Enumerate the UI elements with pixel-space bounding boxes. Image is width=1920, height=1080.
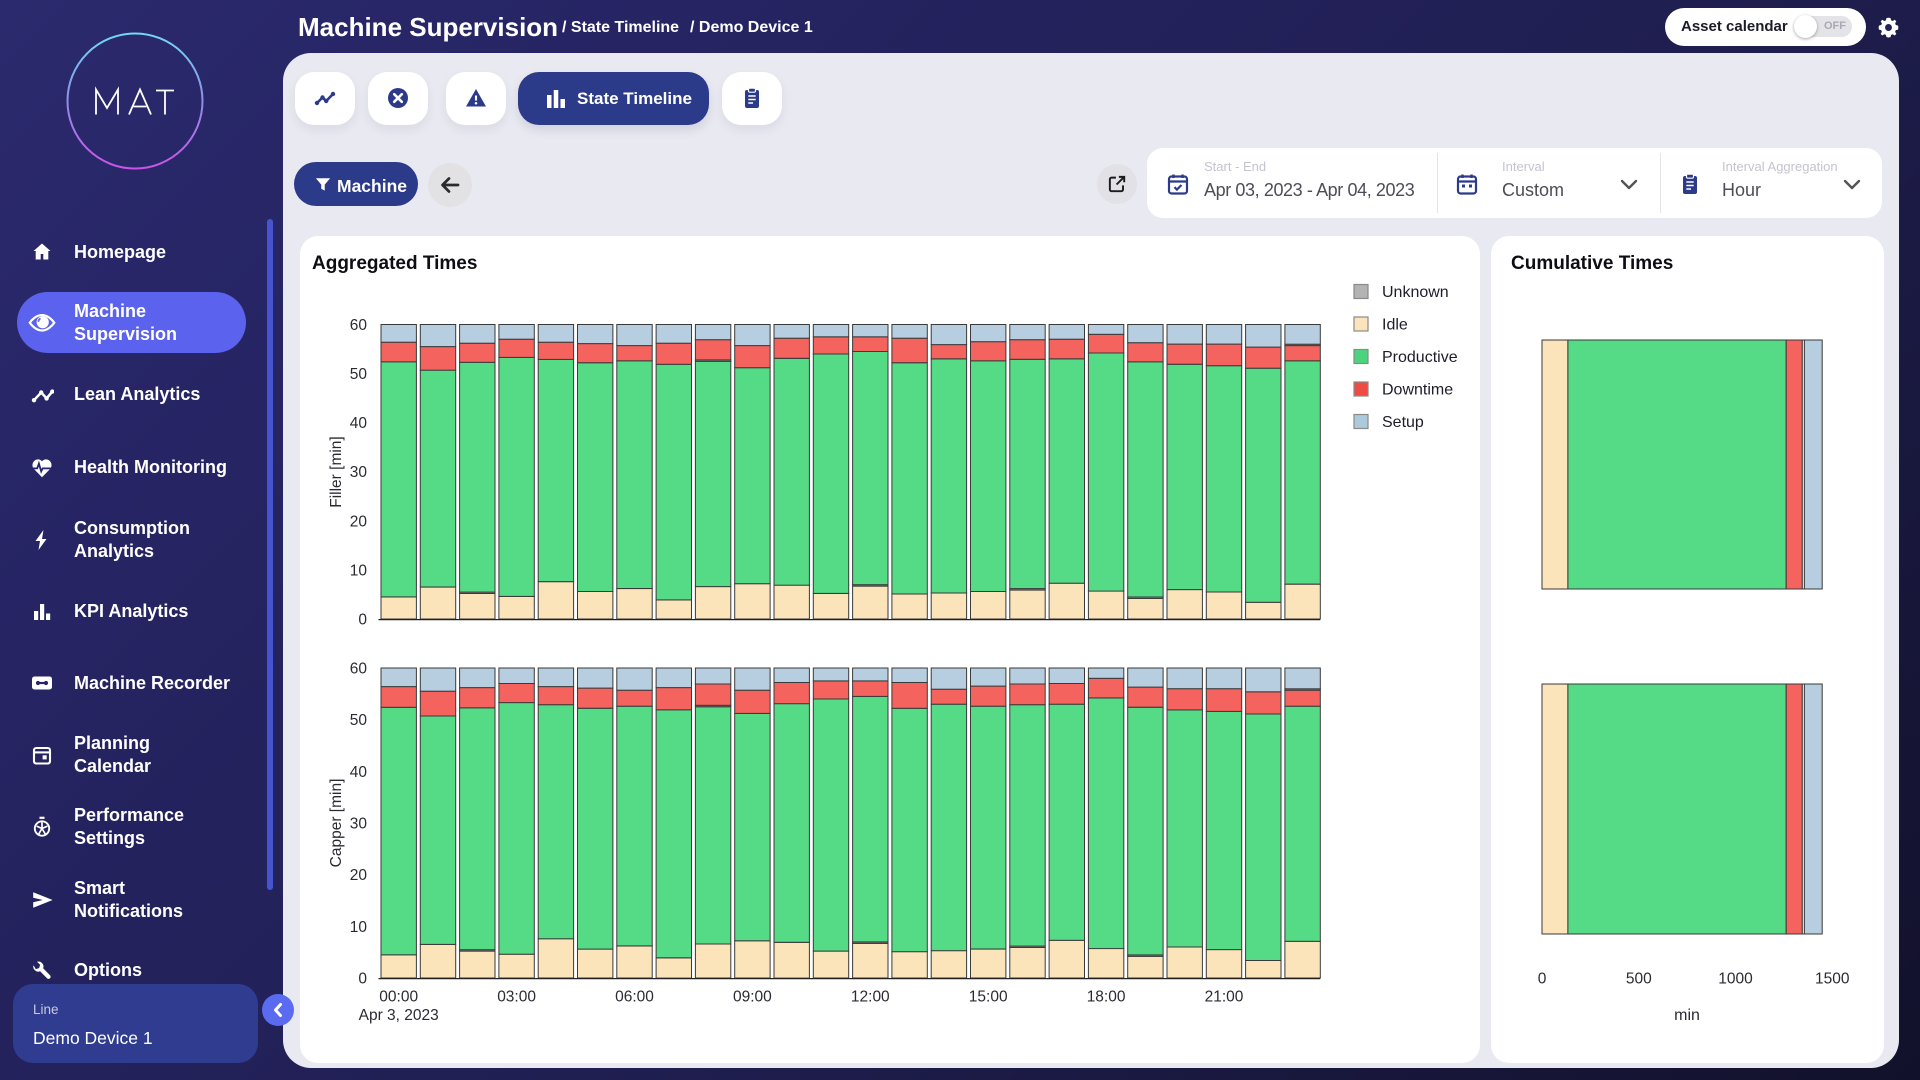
svg-text:0: 0	[358, 612, 367, 629]
svg-text:12:00: 12:00	[851, 989, 890, 1006]
svg-text:Unknown: Unknown	[1382, 284, 1449, 301]
svg-text:20: 20	[350, 867, 368, 884]
svg-text:30: 30	[350, 464, 368, 481]
svg-text:Apr 3, 2023: Apr 3, 2023	[359, 1007, 439, 1024]
svg-text:min: min	[1674, 1007, 1700, 1024]
svg-text:Filler [min]: Filler [min]	[328, 436, 345, 507]
svg-text:50: 50	[350, 366, 368, 383]
svg-text:60: 60	[350, 661, 368, 678]
svg-text:1000: 1000	[1718, 971, 1753, 988]
svg-text:Idle: Idle	[1382, 317, 1408, 334]
svg-text:0: 0	[1538, 971, 1547, 988]
svg-text:60: 60	[350, 317, 368, 334]
svg-text:0: 0	[358, 971, 367, 988]
svg-text:50: 50	[350, 712, 368, 729]
svg-text:Productive: Productive	[1382, 349, 1458, 366]
svg-text:20: 20	[350, 513, 368, 530]
svg-text:Setup: Setup	[1382, 414, 1424, 431]
svg-text:00:00: 00:00	[379, 989, 418, 1006]
svg-text:40: 40	[350, 415, 368, 432]
svg-text:30: 30	[350, 816, 368, 833]
svg-text:1500: 1500	[1815, 971, 1850, 988]
svg-text:Downtime: Downtime	[1382, 382, 1453, 399]
svg-text:03:00: 03:00	[497, 989, 536, 1006]
svg-text:09:00: 09:00	[733, 989, 772, 1006]
svg-text:10: 10	[350, 562, 368, 579]
svg-text:18:00: 18:00	[1087, 989, 1126, 1006]
svg-text:15:00: 15:00	[969, 989, 1008, 1006]
svg-text:10: 10	[350, 919, 368, 936]
svg-text:Capper [min]: Capper [min]	[328, 779, 345, 868]
svg-text:40: 40	[350, 764, 368, 781]
svg-text:06:00: 06:00	[615, 989, 654, 1006]
svg-text:21:00: 21:00	[1205, 989, 1244, 1006]
svg-text:500: 500	[1626, 971, 1652, 988]
